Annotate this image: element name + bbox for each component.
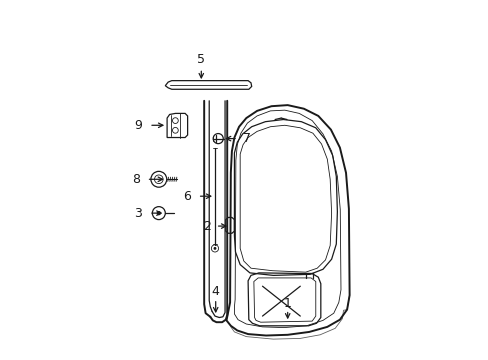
Text: 7: 7 [243, 132, 251, 145]
Text: 4: 4 [211, 285, 219, 298]
Circle shape [213, 247, 216, 250]
Text: 3: 3 [134, 207, 142, 220]
Text: 2: 2 [203, 220, 210, 233]
Text: 6: 6 [183, 190, 190, 203]
Text: 9: 9 [134, 119, 142, 132]
Text: 8: 8 [131, 173, 140, 186]
Circle shape [156, 211, 161, 215]
Text: 1: 1 [283, 297, 291, 310]
Text: 5: 5 [197, 53, 205, 66]
